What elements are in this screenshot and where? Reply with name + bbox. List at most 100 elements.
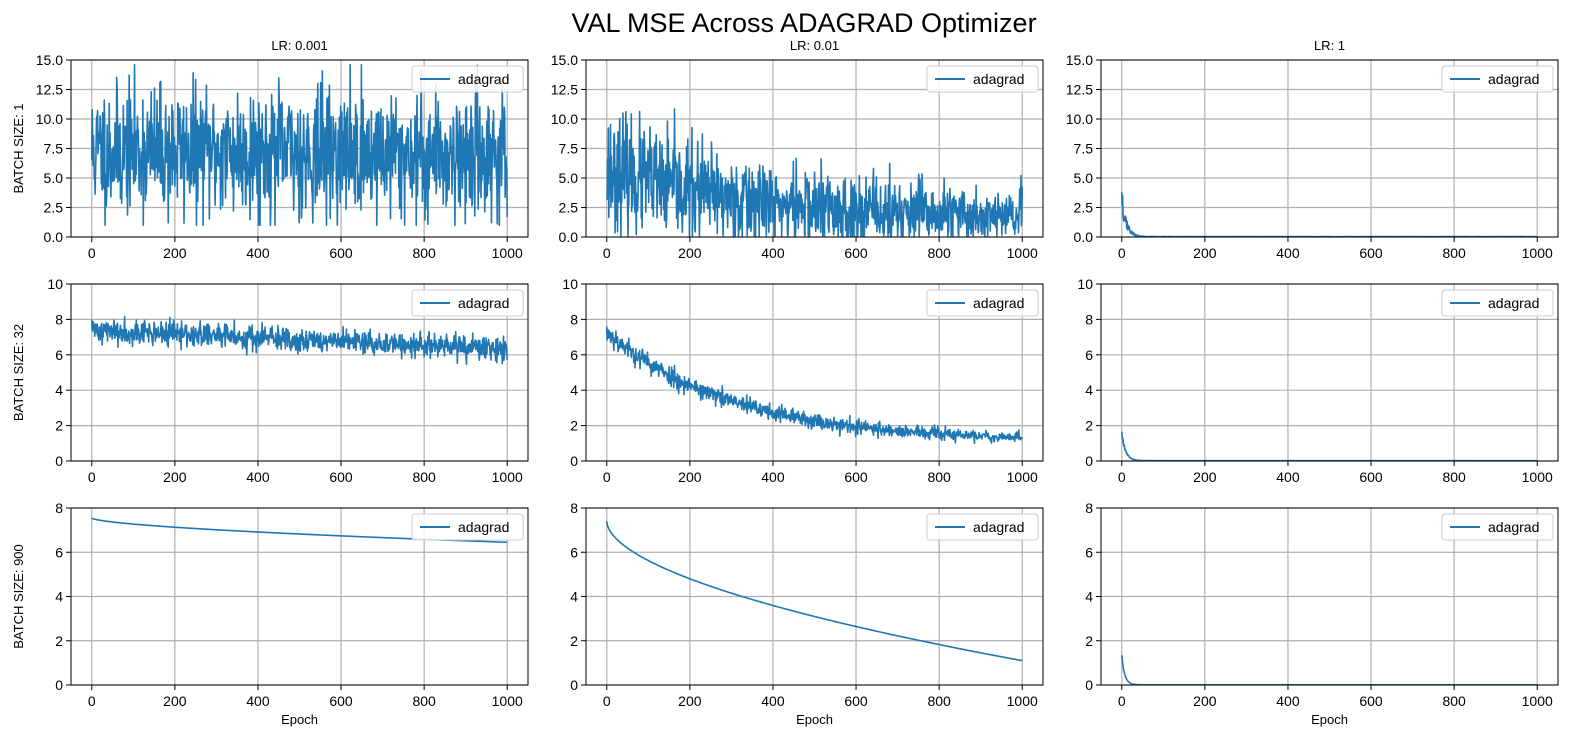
subplot-r1-c0: 0 200 400 600 800 1000 0 2 4 6 8 10 BATCH SIZE: 32 ad… xyxy=(11,276,529,485)
legend-label: adagrad xyxy=(1488,295,1539,311)
series-line-adagrad xyxy=(605,326,1023,445)
y-tick-label: 8 xyxy=(55,500,63,516)
x-tick-label: 600 xyxy=(1359,469,1383,485)
y-tick-label: 2 xyxy=(55,418,63,434)
x-tick-label: 600 xyxy=(329,245,353,261)
legend-label: adagrad xyxy=(458,71,509,87)
y-tick-label: 10 xyxy=(47,276,63,292)
axes-frame xyxy=(1100,283,1559,462)
x-tick-label: 800 xyxy=(927,245,951,261)
legend: adagrad xyxy=(411,65,524,93)
x-tick-label: 200 xyxy=(1193,693,1217,709)
series-line-adagrad xyxy=(605,521,1023,662)
y-tick-label: 4 xyxy=(1085,589,1093,605)
y-tick-label: 4 xyxy=(55,382,63,398)
y-tick-label: 12.5 xyxy=(1066,82,1093,98)
y-tick-label: 8 xyxy=(570,500,578,516)
subplot-r1-c2: 0 200 400 600 800 1000 0 2 4 6 8 10 adagrad xyxy=(1077,276,1559,485)
y-tick-label: 6 xyxy=(570,347,578,363)
y-tick-label: 2.5 xyxy=(44,200,64,216)
y-tick-label: 2 xyxy=(570,418,578,434)
x-tick-label: 0 xyxy=(1118,245,1126,261)
y-tick-label: 7.5 xyxy=(44,141,64,157)
legend-label: adagrad xyxy=(458,295,509,311)
x-tick-label: 400 xyxy=(246,469,270,485)
y-tick-label: 10 xyxy=(1077,276,1093,292)
y-tick-label: 4 xyxy=(570,589,578,605)
legend: adagrad xyxy=(926,65,1039,93)
y-tick-label: 0 xyxy=(570,677,578,693)
x-tick-label: 600 xyxy=(844,245,868,261)
y-tick-label: 2 xyxy=(55,633,63,649)
x-axis-label: Epoch xyxy=(1311,712,1348,727)
figure-title: VAL MSE Across ADAGRAD Optimizer xyxy=(571,8,1036,38)
legend-label: adagrad xyxy=(973,71,1024,87)
x-tick-label: 0 xyxy=(603,469,611,485)
subplot-grid: 0 200 400 600 800 10000.02.55.07.510.012.515.… xyxy=(11,38,1559,727)
x-tick-label: 400 xyxy=(246,245,270,261)
x-tick-label: 0 xyxy=(88,469,96,485)
subplot-title: LR: 1 xyxy=(1314,38,1345,53)
y-tick-label: 15.0 xyxy=(1066,52,1093,68)
subplot-r2-c2: 0 200 400 600 800 1000 0 2 4 6 8 Epoch adagrad xyxy=(1085,500,1559,727)
y-tick-label: 4 xyxy=(55,589,63,605)
subplot-r2-c0: 0 200 400 600 800 1000 0 2 4 6 8 BATCH SIZE: 900 Epo… xyxy=(11,500,529,727)
y-tick-label: 2 xyxy=(1085,633,1093,649)
y-tick-label: 12.5 xyxy=(36,82,63,98)
y-tick-label: 4 xyxy=(1085,382,1093,398)
x-tick-label: 800 xyxy=(412,245,436,261)
y-tick-label: 10.0 xyxy=(36,111,63,127)
x-tick-label: 400 xyxy=(1276,693,1300,709)
x-tick-label: 200 xyxy=(163,693,187,709)
x-tick-label: 600 xyxy=(329,693,353,709)
legend-box xyxy=(926,513,1039,541)
subplot-title: LR: 0.01 xyxy=(790,38,839,53)
axes-frame xyxy=(70,283,529,462)
legend-label: adagrad xyxy=(1488,71,1539,87)
y-tick-label: 8 xyxy=(55,311,63,327)
y-tick-label: 8 xyxy=(1085,311,1093,327)
y-tick-label: 6 xyxy=(1085,544,1093,560)
x-tick-label: 0 xyxy=(88,245,96,261)
legend-box xyxy=(411,65,524,93)
x-tick-label: 200 xyxy=(678,693,702,709)
y-tick-label: 5.0 xyxy=(559,170,579,186)
x-tick-label: 800 xyxy=(1442,245,1466,261)
x-tick-label: 800 xyxy=(927,469,951,485)
x-tick-label: 600 xyxy=(1359,245,1383,261)
x-tick-label: 1000 xyxy=(492,693,523,709)
legend-box xyxy=(411,513,524,541)
x-tick-label: 1000 xyxy=(1007,245,1038,261)
legend: adagrad xyxy=(411,289,524,317)
y-axis-label: BATCH SIZE: 32 xyxy=(11,324,26,421)
y-tick-label: 12.5 xyxy=(551,82,578,98)
x-tick-label: 1000 xyxy=(1007,469,1038,485)
x-tick-label: 800 xyxy=(412,469,436,485)
x-tick-label: 800 xyxy=(412,693,436,709)
x-tick-label: 400 xyxy=(761,245,785,261)
series-line-adagrad xyxy=(90,315,509,365)
y-tick-label: 2 xyxy=(1085,418,1093,434)
legend-box xyxy=(1441,65,1554,93)
y-tick-label: 10 xyxy=(562,276,578,292)
legend-box xyxy=(411,289,524,317)
legend-label: adagrad xyxy=(973,519,1024,535)
x-tick-label: 1000 xyxy=(492,469,523,485)
y-tick-label: 0 xyxy=(55,677,63,693)
x-axis-label: Epoch xyxy=(796,712,833,727)
y-tick-label: 6 xyxy=(1085,347,1093,363)
legend-label: adagrad xyxy=(458,519,509,535)
x-tick-label: 1000 xyxy=(1522,469,1553,485)
y-tick-label: 10.0 xyxy=(551,111,578,127)
y-tick-label: 6 xyxy=(55,347,63,363)
y-tick-label: 0.0 xyxy=(559,229,579,245)
subplot-title: LR: 0.001 xyxy=(271,38,327,53)
legend-box xyxy=(1441,513,1554,541)
y-tick-label: 0 xyxy=(55,453,63,469)
x-tick-label: 800 xyxy=(1442,469,1466,485)
legend: adagrad xyxy=(1441,289,1554,317)
y-tick-label: 5.0 xyxy=(1074,170,1094,186)
x-tick-label: 400 xyxy=(761,693,785,709)
axes-frame xyxy=(585,283,1044,462)
